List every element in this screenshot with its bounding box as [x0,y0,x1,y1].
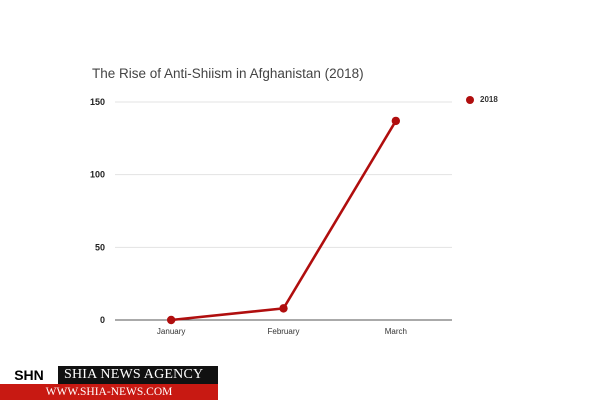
x-tick-label: March [385,327,407,336]
data-point [166,315,176,325]
legend-swatch [466,95,474,104]
series-line [171,120,397,322]
y-tick-label: 150 [90,97,105,107]
watermark-agency: SHIA NEWS AGENCY [58,366,218,384]
y-tick-label: 50 [95,242,105,252]
y-tick-label: 0 [100,315,105,325]
data-point [391,116,401,126]
data-point [279,304,288,313]
x-tick-label: January [157,327,185,336]
legend: 2018 [466,95,498,104]
x-tick-label: February [267,327,299,336]
y-tick-label: 100 [90,170,105,180]
watermark: SHN SHIA NEWS AGENCY WWW.SHIA-NEWS.COM [0,366,218,400]
watermark-url: WWW.SHIA-NEWS.COM [0,384,218,400]
legend-label: 2018 [480,95,498,104]
watermark-abbr: SHN [0,366,58,384]
chart-title: The Rise of Anti-Shiism in Afghanistan (… [92,66,364,81]
